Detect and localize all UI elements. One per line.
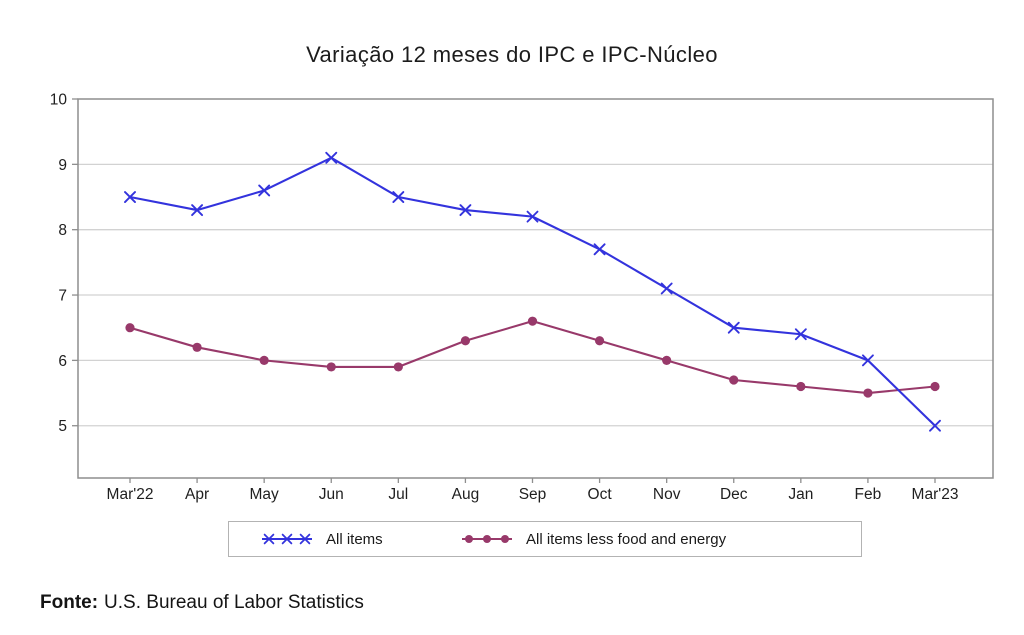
source-text: U.S. Bureau of Labor Statistics [104,592,364,613]
legend-label-core: All items less food and energy [526,530,727,548]
legend-sample-marker [281,533,293,545]
chart-legend: All items All items less food and energy [228,521,862,557]
data-point-marker [660,282,673,295]
y-tick-label: 8 [58,222,67,239]
data-point-marker [125,323,135,333]
data-point-marker [460,336,471,346]
legend-item-all-items: All items [261,522,383,556]
legend-sample-marker [299,533,311,545]
data-point-marker [259,355,269,365]
x-tick-label: May [250,486,280,503]
x-tick-label: Oct [588,486,613,503]
data-point-marker [727,321,740,334]
series-line [129,156,936,427]
legend-sample-marker [465,535,473,543]
data-point-marker [191,204,204,217]
data-point-marker [526,210,539,223]
legend-line-sample-icon [262,533,312,545]
x-tick-label: Mar'22 [107,486,154,503]
legend-item-core: All items less food and energy [461,522,726,556]
legend-label-all-items: All items [326,530,383,548]
data-point-marker [459,204,472,217]
x-tick-label: Feb [855,486,882,503]
data-point-marker [794,328,807,341]
source-prefix: Fonte: [40,592,99,613]
y-tick-label: 9 [58,157,67,174]
source-attribution: Fonte: U.S. Bureau of Labor Statistics [40,592,364,614]
data-point-marker [729,375,739,385]
data-point-marker [527,316,538,326]
data-point-marker [392,191,405,203]
x-tick-label: Dec [720,486,748,503]
data-point-marker [124,191,136,203]
y-tick-label: 5 [58,418,67,435]
data-point-marker [326,362,336,372]
y-tick-label: 6 [58,353,67,370]
y-tick-label: 7 [58,288,67,305]
x-tick-label: Nov [653,486,681,503]
data-point-marker [796,381,806,392]
legend-sample-marker [263,533,275,545]
x-tick-label: Mar'23 [912,486,959,503]
series-line [129,320,936,395]
x-tick-label: Jun [319,486,344,503]
series-core [125,316,940,398]
data-point-marker [930,381,940,392]
data-point-marker [861,354,874,367]
x-tick-label: Sep [519,486,547,503]
x-tick-label: Jan [788,486,813,503]
data-point-marker [192,342,202,352]
data-point-marker [929,419,941,432]
y-tick-label: 10 [50,92,68,109]
x-tick-label: Aug [452,486,480,503]
data-point-marker [662,355,672,365]
legend-sample-marker [501,535,509,543]
data-point-marker [593,243,606,256]
series-all-items [124,151,941,432]
legend-line-sample-icon [462,535,512,543]
data-point-marker [325,151,338,164]
chart-title: Variação 12 meses do IPC e IPC-Núcleo [306,42,718,67]
plot-border [77,98,994,479]
legend-sample-marker [483,535,491,543]
data-point-marker [393,362,403,372]
data-point-marker [258,184,271,197]
data-point-marker [863,388,873,398]
data-point-marker [594,336,605,346]
x-tick-label: Jul [388,486,408,503]
x-tick-label: Apr [185,486,209,503]
